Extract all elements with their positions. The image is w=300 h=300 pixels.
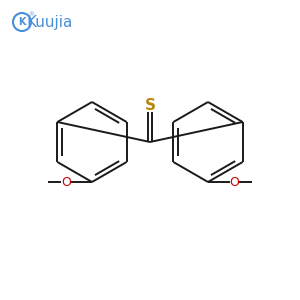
- Text: O: O: [61, 176, 71, 188]
- Text: K: K: [18, 17, 26, 27]
- Text: ®: ®: [28, 13, 34, 17]
- Text: S: S: [145, 98, 155, 112]
- Text: Kuujia: Kuujia: [27, 14, 73, 29]
- Text: O: O: [229, 176, 239, 188]
